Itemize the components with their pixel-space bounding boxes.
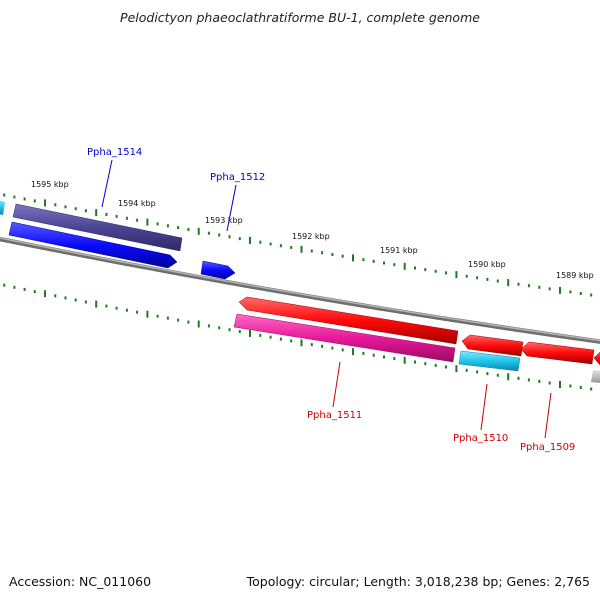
gene-feature-ppha-1514[interactable] — [8, 221, 178, 269]
genome-backbone-highlight — [0, 237, 600, 342]
scale-label-1594: 1594 kbp — [118, 199, 156, 208]
leader-line-ppha-1511 — [332, 361, 341, 408]
gene-feature-cyan-left[interactable] — [0, 200, 5, 215]
gene-label-ppha-1510[interactable]: Ppha_1510 — [453, 433, 508, 444]
gene-label-ppha-1511[interactable]: Ppha_1511 — [307, 410, 362, 421]
genome-backbone — [0, 236, 600, 344]
genome-title: Pelodictyon phaeoclathratiforme BU-1, co… — [120, 10, 480, 25]
gene-label-ppha-1509[interactable]: Ppha_1509 — [520, 442, 575, 453]
scale-label-1592: 1592 kbp — [292, 232, 330, 241]
gene-label-ppha-1512[interactable]: Ppha_1512 — [210, 172, 265, 183]
leader-line-ppha-1509 — [544, 392, 552, 439]
scale-label-1595: 1595 kbp — [31, 180, 69, 189]
scale-ruler-outer — [3, 193, 593, 297]
genome-stats-text: Topology: circular; Length: 3,018,238 bp… — [246, 574, 590, 589]
leader-line-ppha-1514 — [101, 159, 113, 208]
scale-ruler-inner — [3, 283, 593, 391]
gene-feature-red-2[interactable] — [461, 334, 524, 357]
gene-feature-ppha-1512[interactable] — [200, 260, 236, 280]
accession-text: Accession: NC_011060 — [9, 574, 151, 589]
gene-label-ppha-1514[interactable]: Ppha_1514 — [87, 147, 142, 158]
gene-feature-red-edge[interactable] — [593, 350, 600, 366]
scale-label-1589: 1589 kbp — [556, 271, 594, 280]
scale-label-1593: 1593 kbp — [205, 216, 243, 225]
scale-label-1591: 1591 kbp — [380, 246, 418, 255]
gene-feature-grey-edge[interactable] — [591, 370, 600, 384]
gene-feature-red-1[interactable] — [238, 296, 459, 345]
gene-feature-ppha-1511[interactable] — [233, 313, 456, 363]
gene-feature-ppha-1514-dark[interactable] — [12, 203, 183, 252]
gene-feature-red-3[interactable] — [520, 341, 595, 365]
leader-line-ppha-1510 — [480, 383, 488, 431]
gene-feature-ppha-1510[interactable] — [458, 350, 521, 372]
leader-line-ppha-1512 — [226, 184, 237, 232]
scale-label-1590: 1590 kbp — [468, 260, 506, 269]
